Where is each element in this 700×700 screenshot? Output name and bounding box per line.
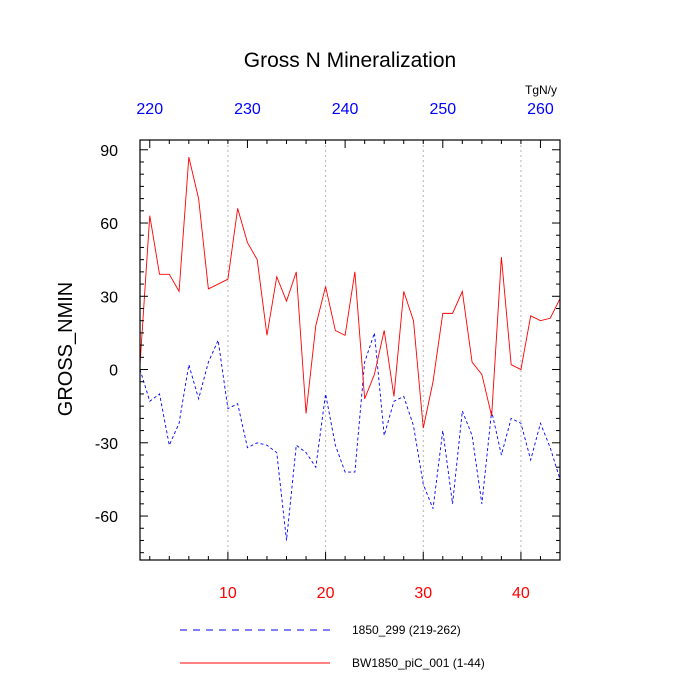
x-top-tick-label-230: 230 <box>234 101 261 118</box>
x-bottom-tick-label-20: 20 <box>317 585 335 602</box>
y-tick-label--60: -60 <box>95 509 118 526</box>
y-axis-label: GROSS_NMIN <box>55 282 77 416</box>
series-lines <box>139 156 561 541</box>
series-line-1850_299 <box>139 332 561 541</box>
x-bottom-tick-label-10: 10 <box>219 585 237 602</box>
y-tick-label-60: 60 <box>100 216 118 233</box>
legend: 1850_299 (219-262) BW1850_piC_001 (1-44) <box>180 623 485 670</box>
x-top-tick-label-250: 250 <box>429 101 456 118</box>
y-tick-label-90: 90 <box>100 143 118 160</box>
plot-frame <box>139 139 561 561</box>
legend-label-1850_299: 1850_299 (219-262) <box>352 623 461 637</box>
y-tick-label-0: 0 <box>109 363 118 380</box>
series-line-BW1850_piC_001 <box>139 156 561 429</box>
tick-labels: 90 60 30 0 -30 -60 10 20 30 40 220 230 240 250 260 <box>95 101 554 602</box>
x-bottom-tick-label-30: 30 <box>414 585 432 602</box>
axes <box>139 139 561 561</box>
gridlines <box>227 140 522 560</box>
y-tick-label--30: -30 <box>95 436 118 453</box>
x-top-tick-label-220: 220 <box>136 101 163 118</box>
x-top-tick-label-260: 260 <box>527 101 554 118</box>
y-tick-label-30: 30 <box>100 289 118 306</box>
x-bottom-tick-label-40: 40 <box>512 585 530 602</box>
units-label: TgN/y <box>525 83 557 97</box>
x-top-tick-label-240: 240 <box>332 101 359 118</box>
legend-label-BW1850_piC_001: BW1850_piC_001 (1-44) <box>352 656 485 670</box>
chart-title: Gross N Mineralization <box>244 49 456 72</box>
